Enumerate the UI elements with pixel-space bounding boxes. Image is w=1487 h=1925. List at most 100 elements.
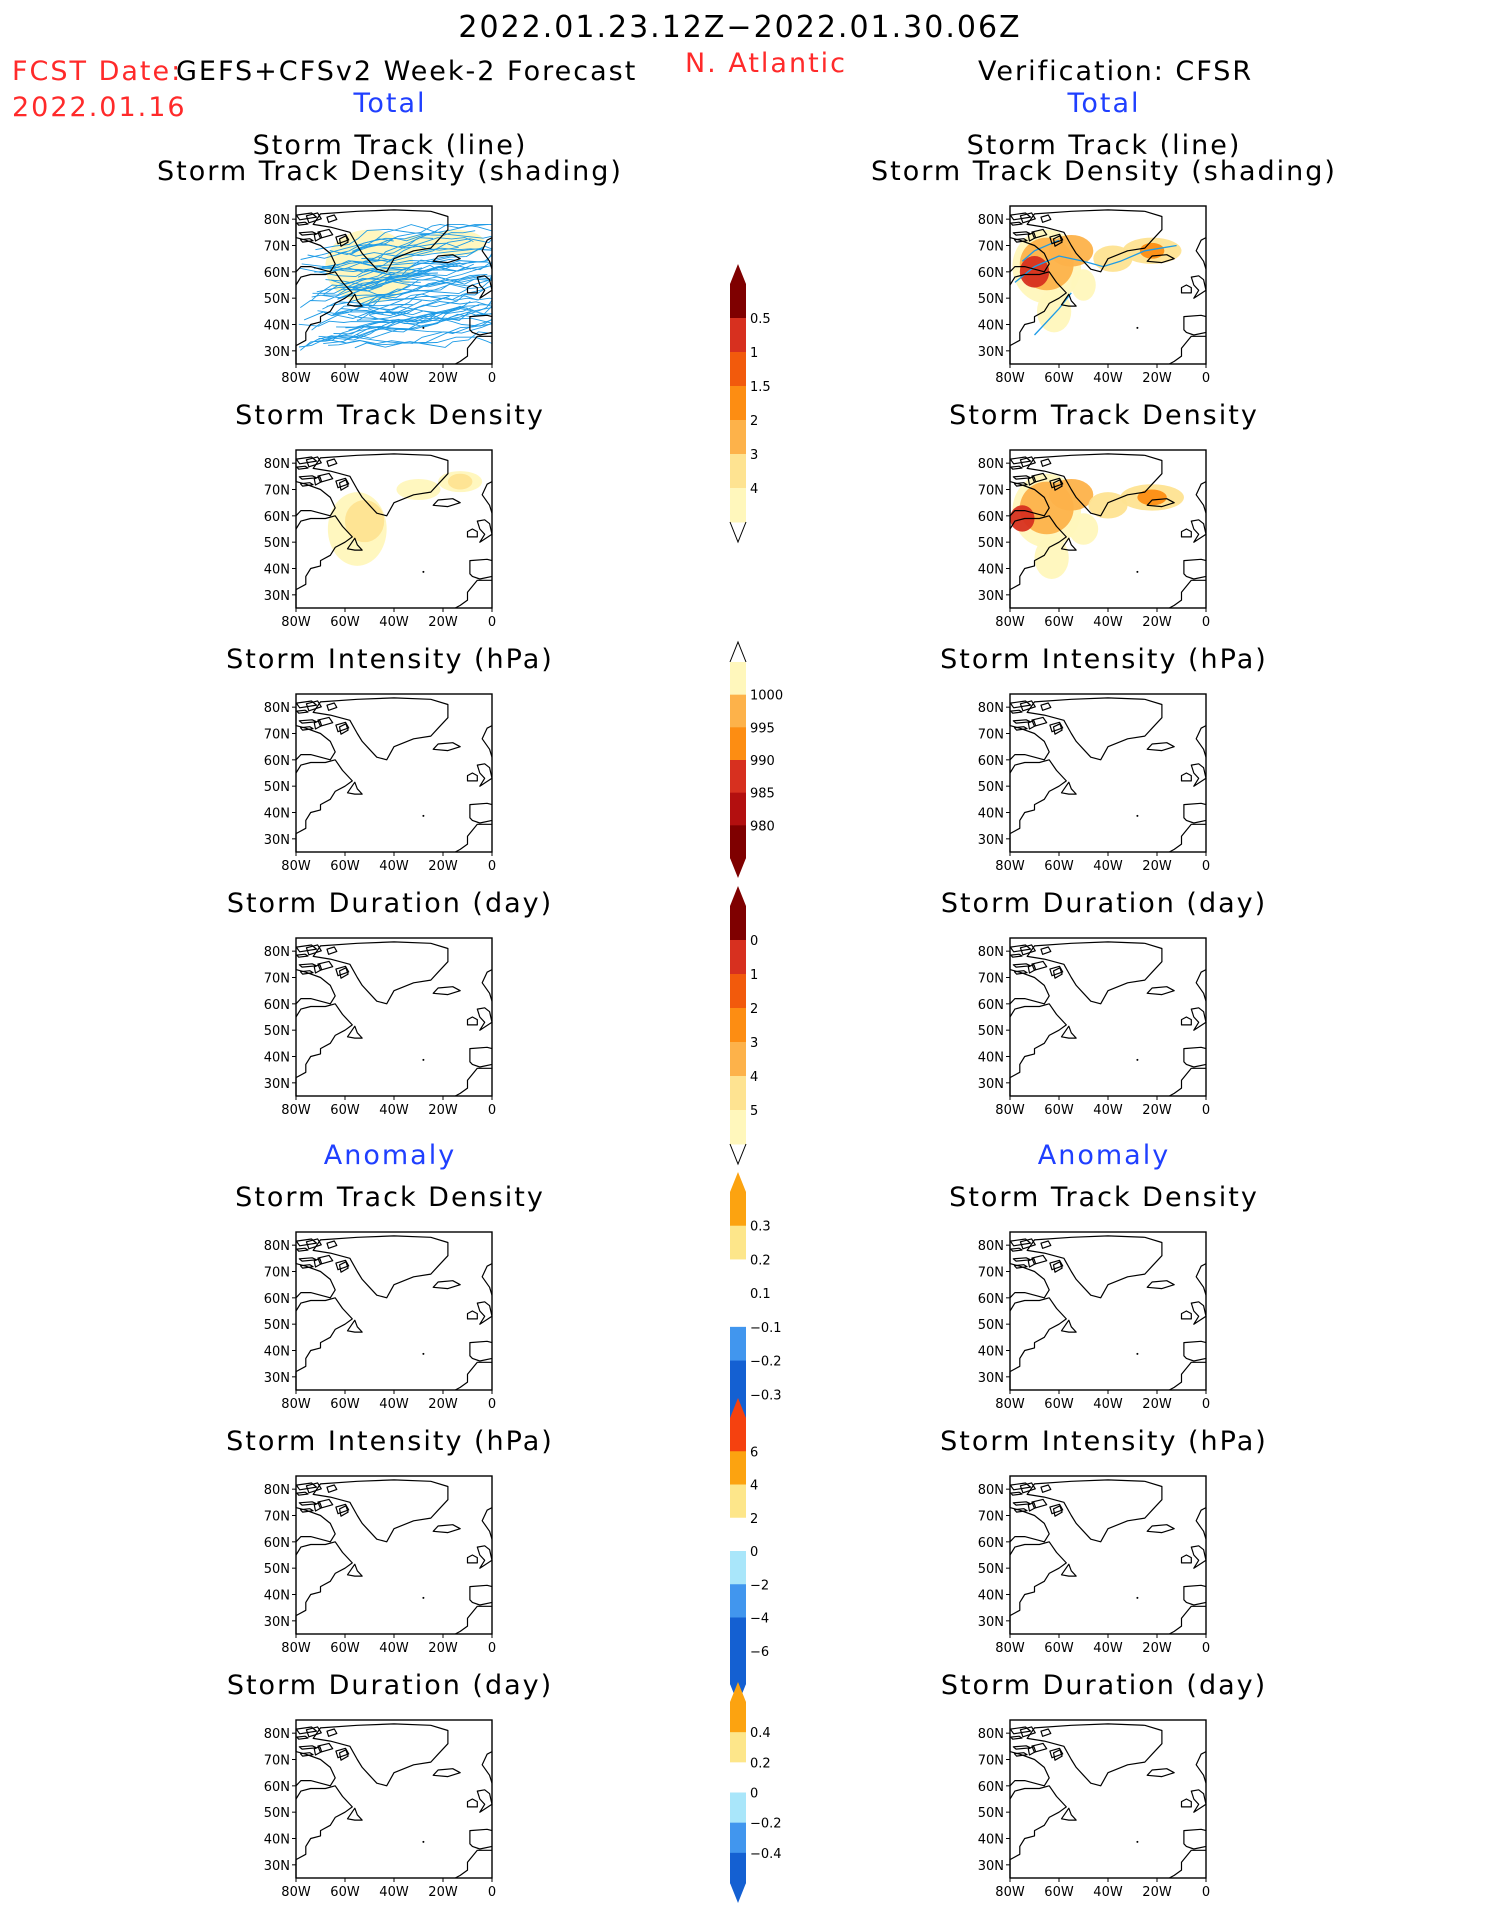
colorbar-box: [730, 974, 746, 1009]
colorbar-box: [730, 1792, 746, 1824]
fcst-date-label: FCST Date:: [12, 56, 183, 87]
panel-title-track-line-left: Storm Track (line): [252, 130, 528, 161]
lat-tick-label: 80N: [264, 1239, 290, 1254]
colorbar-label: 4: [750, 1070, 758, 1085]
panel-title-intensity-left: Storm Intensity (hPa): [226, 644, 554, 675]
lat-tick-label: 60N: [264, 1536, 290, 1551]
colorbar-label: −0.2: [750, 1817, 782, 1832]
lon-tick-label: 40W: [379, 615, 409, 630]
lat-tick-label: 40N: [264, 807, 290, 822]
lat-tick-label: 40N: [264, 319, 290, 334]
colorbar-box: [730, 1762, 746, 1793]
colorbar-box: [730, 284, 746, 319]
coastline: [295, 1479, 493, 1635]
panel-title-density-left: Storm Track Density: [235, 400, 545, 431]
colorbar-box: [730, 420, 746, 455]
lat-tick-label: 70N: [978, 1510, 1004, 1525]
lat-tick-label: 80N: [264, 701, 290, 716]
lat-tick-label: 80N: [978, 1727, 1004, 1742]
colorbar-intensity-anomaly: 6 4 2 0 −2 −4 −6: [730, 1398, 769, 1704]
panel-title-density-right: Storm Track Density: [949, 400, 1259, 431]
lon-tick-label: 20W: [1142, 615, 1172, 630]
map-axes: 80N 70N 60N 50N 40N 30N 80W 60W 40W 20W 0: [978, 693, 1210, 874]
storm-track: [359, 294, 493, 305]
lon-tick-label: 60W: [1044, 371, 1074, 386]
map-axes: 80N 70N 60N 50N 40N 30N 80W 60W 40W 20W 0: [978, 1231, 1210, 1412]
map-forecast-total-intensity: 80N 70N 60N 50N 40N 30N 80W 60W 40W 20W 0: [264, 693, 496, 874]
colorbar-label: 0: [750, 1545, 758, 1560]
colorbar-intensity-anomaly: 6 4 2 0 −2 −4 −6: [730, 1398, 769, 1704]
colorbar-box: [730, 1360, 746, 1395]
storm-track: [329, 230, 476, 255]
lat-tick-label: 40N: [264, 1345, 290, 1360]
colorbar-box: [730, 1617, 746, 1652]
lon-tick-label: 60W: [1044, 1397, 1074, 1412]
map-background: [296, 1720, 492, 1878]
lon-tick-label: 40W: [379, 1885, 409, 1900]
lon-tick-label: 40W: [1093, 1397, 1123, 1412]
colorbar-box: [730, 1293, 746, 1328]
colorbar-top-arrow: [730, 1398, 746, 1418]
lon-tick-label: 20W: [428, 1397, 458, 1412]
storm-track: [318, 307, 493, 338]
storm-track: [336, 303, 493, 328]
lat-tick-label: 40N: [264, 1051, 290, 1066]
lon-tick-label: 40W: [1093, 1103, 1123, 1118]
colorbar-box: [730, 825, 746, 859]
lat-tick-label: 70N: [978, 972, 1004, 987]
map-forecast-anomaly-duration: 80N 70N 60N 50N 40N 30N 80W 60W 40W 20W 0: [264, 1719, 496, 1900]
density-blob: [1034, 536, 1069, 580]
storm-track: [337, 233, 429, 254]
lat-tick-label: 40N: [978, 807, 1004, 822]
lon-tick-label: 0: [488, 1641, 496, 1656]
storm-tracks: [1014, 239, 1177, 336]
lat-tick-label: 30N: [264, 589, 290, 604]
colorbar-duration-anomaly: 0.4 0.2 0 −0.2 −0.4: [730, 1682, 782, 1903]
lon-tick-label: 0: [488, 615, 496, 630]
lat-tick-label: 50N: [978, 536, 1004, 551]
map-cfsr-anomaly-intensity: 80N 70N 60N 50N 40N 30N 80W 60W 40W 20W 0: [978, 1475, 1210, 1656]
lat-tick-label: 60N: [978, 998, 1004, 1013]
storm-track: [347, 264, 493, 292]
lat-tick-label: 80N: [978, 213, 1004, 228]
lat-tick-label: 50N: [264, 292, 290, 307]
region-label: N. Atlantic: [684, 48, 848, 79]
density-blob: [1036, 290, 1072, 333]
colorbar-box: [730, 1076, 746, 1111]
lon-tick-label: 60W: [330, 1397, 360, 1412]
colorbar-top-arrow: [730, 1172, 746, 1192]
lat-tick-label: 50N: [978, 1562, 1004, 1577]
colorbar-label: 1: [750, 346, 758, 361]
density-blob: [1137, 489, 1167, 506]
lat-tick-label: 40N: [978, 319, 1004, 334]
lon-tick-label: 60W: [330, 615, 360, 630]
colorbar-bottom-arrow: [730, 858, 746, 878]
lat-tick-label: 70N: [264, 728, 290, 743]
colorbar-box: [730, 1326, 746, 1362]
lat-tick-label: 40N: [978, 1051, 1004, 1066]
lon-tick-label: 20W: [428, 859, 458, 874]
colorbar-label: 0.5: [750, 312, 771, 327]
density-shading: [1012, 229, 1182, 333]
panel-title-anom-intensity-left: Storm Intensity (hPa): [226, 1426, 554, 1457]
storm-track: [362, 258, 475, 267]
colorbar-box: [730, 488, 746, 523]
map-forecast-total-track: 80N 70N 60N 50N 40N 30N 80W 60W 40W 20W 0: [264, 205, 496, 386]
colorbar-box: [730, 1484, 746, 1519]
colorbar-box: [730, 1517, 746, 1552]
map-background: [1010, 1476, 1206, 1634]
lon-tick-label: 60W: [330, 1103, 360, 1118]
lon-tick-label: 80W: [995, 1641, 1025, 1656]
lat-tick-label: 50N: [978, 1318, 1004, 1333]
lat-tick-label: 40N: [978, 1589, 1004, 1604]
map-background: [296, 1476, 492, 1634]
coastline: [295, 1723, 493, 1879]
colorbar-box: [730, 760, 746, 794]
storm-track: [325, 277, 421, 289]
lat-tick-label: 60N: [978, 510, 1004, 525]
lat-tick-label: 80N: [978, 945, 1004, 960]
lon-tick-label: 20W: [428, 615, 458, 630]
lat-tick-label: 70N: [264, 1754, 290, 1769]
lon-tick-label: 40W: [1093, 1641, 1123, 1656]
colorbar-box: [730, 1008, 746, 1043]
